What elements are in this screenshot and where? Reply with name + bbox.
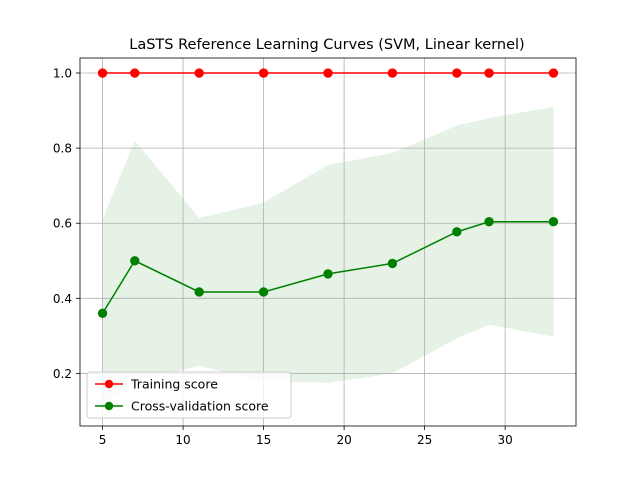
data-point — [97, 68, 108, 78]
data-point — [387, 258, 398, 269]
legend-swatch-marker — [104, 401, 114, 411]
data-point — [130, 68, 140, 78]
grid-lines — [80, 58, 576, 426]
y-tick-label: 0.8 — [53, 142, 72, 156]
legend-label: Training score — [130, 377, 218, 392]
axes — [79, 57, 577, 427]
data-point — [452, 68, 462, 78]
legend-swatch-marker — [104, 379, 114, 389]
legend: Training score Cross-validation score — [86, 371, 292, 419]
y-tick-label: 0.6 — [53, 217, 72, 231]
x-tick-label: 5 — [99, 433, 107, 447]
axis-ticks: 5 10 15 20 25 30 0.2 0.4 0.6 0.8 1.0 — [53, 67, 513, 447]
data-point — [258, 287, 269, 297]
data-point — [194, 287, 204, 297]
x-tick-label: 15 — [256, 433, 271, 447]
y-tick-label: 0.2 — [53, 367, 72, 381]
data-point — [323, 68, 333, 78]
y-tick-label: 0.4 — [53, 292, 72, 306]
x-tick-label: 30 — [498, 433, 513, 447]
confidence-band-2 — [102, 106, 554, 408]
x-tick-label: 20 — [336, 433, 351, 447]
legend-box — [86, 371, 292, 419]
series-lines — [97, 68, 559, 319]
x-tick-label: 10 — [175, 433, 190, 447]
plot-frame — [79, 57, 577, 427]
data-point — [452, 227, 462, 237]
confidence-bands — [102, 106, 554, 408]
x-tick-label: 25 — [417, 433, 432, 447]
data-point — [484, 68, 494, 78]
data-point — [194, 68, 204, 78]
chart-title: LaSTS Reference Learning Curves (SVM, Li… — [129, 37, 524, 53]
data-point — [548, 217, 559, 227]
y-tick-label: 1.0 — [53, 67, 72, 81]
data-point — [130, 256, 140, 266]
data-point — [258, 68, 269, 78]
data-point — [548, 68, 559, 78]
data-point — [97, 308, 108, 319]
data-point — [323, 269, 333, 279]
legend-label: Cross-validation score — [131, 399, 269, 414]
data-point — [387, 68, 398, 78]
data-point — [484, 217, 494, 227]
